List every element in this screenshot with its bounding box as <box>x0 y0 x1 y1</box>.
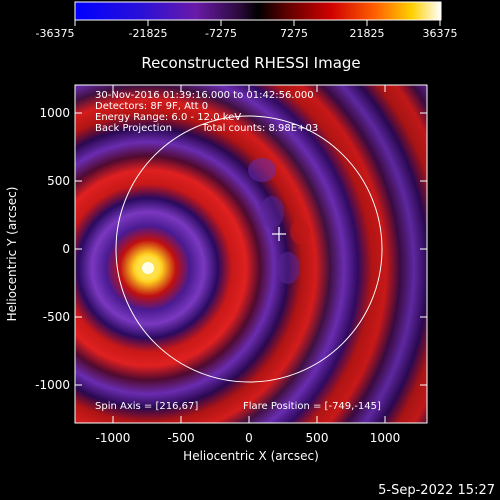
info-counts: Total counts: 8.98E+03 <box>201 123 318 134</box>
y-tick-label: 0 <box>62 242 70 256</box>
image-area <box>75 85 427 423</box>
info-time: 30-Nov-2016 01:39:16.000 to 01:42:56.000 <box>95 90 314 101</box>
x-axis-ticks <box>112 85 386 423</box>
colorbar-tick: 21825 <box>350 27 385 40</box>
info-detectors: Detectors: 8F 9F, Att 0 <box>95 101 208 112</box>
info-method: Back Projection <box>95 123 172 134</box>
plot-frame <box>74 84 428 424</box>
spin-axis-cross <box>272 227 286 241</box>
colorbar-gradient <box>74 1 442 21</box>
x-axis-labels: -1000 -500 0 500 1000 <box>96 431 401 445</box>
x-tick-label: 1000 <box>370 431 401 445</box>
colorbar: -36375 -21825 -7275 7275 21825 36375 <box>36 1 458 40</box>
colorbar-tick: 7275 <box>280 27 308 40</box>
footer-date: 5-Sep-2022 15:27 <box>378 483 495 498</box>
plot-title: Reconstructed RHESSI Image <box>141 54 360 72</box>
y-tick-label: -1000 <box>35 378 70 392</box>
info-block: 30-Nov-2016 01:39:16.000 to 01:42:56.000… <box>95 90 381 412</box>
y-axis-labels: 1000 500 0 -500 -1000 <box>35 106 70 392</box>
colorbar-tick: -21825 <box>129 27 168 40</box>
y-axis-title: Heliocentric Y (arcsec) <box>5 187 19 322</box>
flare-core <box>142 262 154 274</box>
info-flare-position: Flare Position = [-749,-145] <box>243 401 381 412</box>
y-axis-ticks <box>75 112 427 386</box>
colorbar-tick: -36375 <box>36 27 75 40</box>
x-tick-label: -1000 <box>96 431 131 445</box>
x-axis-title: Heliocentric X (arcsec) <box>183 449 319 463</box>
y-tick-label: 500 <box>47 174 70 188</box>
y-tick-label: 1000 <box>39 106 70 120</box>
info-spin-axis: Spin Axis = [216,67] <box>95 401 198 412</box>
back-projection-image <box>75 85 427 423</box>
colorbar-tick: 36375 <box>423 27 458 40</box>
x-tick-label: -500 <box>167 431 194 445</box>
solar-limb-circle <box>115 115 383 383</box>
x-tick-label: 0 <box>245 431 253 445</box>
colorbar-tick: -7275 <box>205 27 237 40</box>
x-tick-label: 500 <box>306 431 329 445</box>
info-energy: Energy Range: 6.0 - 12.0 keV <box>95 112 241 123</box>
fringe-blobs <box>248 158 310 284</box>
y-tick-label: -500 <box>43 310 70 324</box>
